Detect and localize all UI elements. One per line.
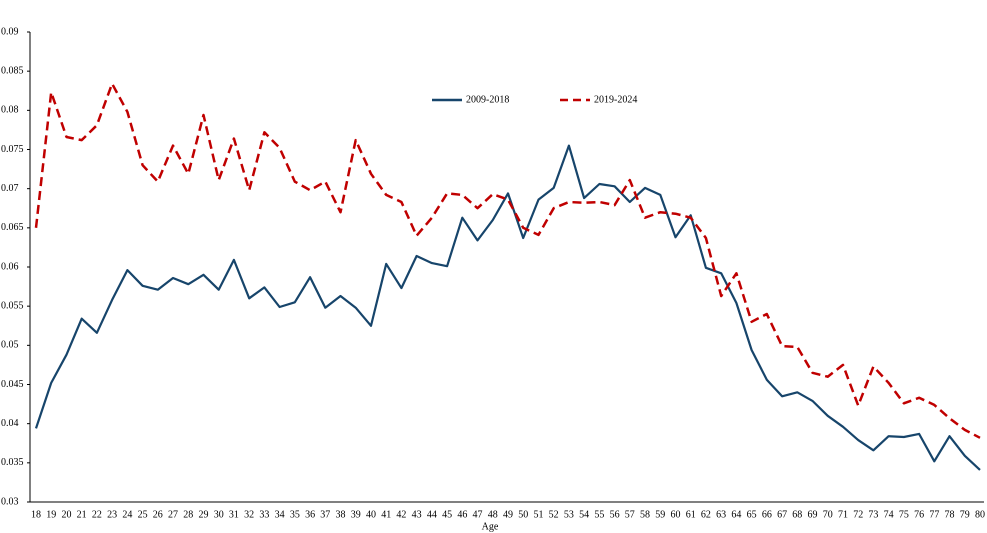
y-tick-label: 0.08 <box>1 105 19 116</box>
x-tick-label: 47 <box>473 509 483 520</box>
x-tick-label: 80 <box>975 509 985 520</box>
x-tick-label: 75 <box>899 509 909 520</box>
x-tick-label: 25 <box>138 509 148 520</box>
x-tick-label: 70 <box>823 509 833 520</box>
y-tick-label: 0.035 <box>1 457 24 468</box>
x-tick-label: 68 <box>792 509 802 520</box>
x-tick-label: 52 <box>549 509 559 520</box>
x-tick-label: 33 <box>259 509 269 520</box>
x-tick-label: 74 <box>884 509 894 520</box>
x-tick-label: 34 <box>275 509 285 520</box>
x-tick-label: 72 <box>853 509 863 520</box>
x-tick-label: 51 <box>533 509 543 520</box>
x-tick-label: 40 <box>366 509 376 520</box>
x-tick-label: 65 <box>747 509 757 520</box>
x-tick-label: 49 <box>503 509 513 520</box>
x-tick-label: 73 <box>868 509 878 520</box>
x-tick-label: 20 <box>61 509 71 520</box>
x-tick-label: 61 <box>686 509 696 520</box>
x-tick-label: 54 <box>579 509 589 520</box>
x-axis-label: Age <box>482 521 499 532</box>
x-tick-label: 79 <box>960 509 970 520</box>
x-tick-label: 22 <box>92 509 102 520</box>
x-tick-label: 59 <box>655 509 665 520</box>
y-tick-label: 0.09 <box>1 26 19 37</box>
y-tick-label: 0.05 <box>1 340 19 351</box>
y-tick-label: 0.06 <box>1 261 19 272</box>
x-tick-label: 24 <box>122 509 132 520</box>
x-tick-label: 50 <box>518 509 528 520</box>
x-tick-label: 55 <box>594 509 604 520</box>
legend-label: 2019-2024 <box>594 94 637 105</box>
series-line <box>34 144 981 471</box>
y-tick-label: 0.04 <box>1 418 19 429</box>
x-tick-label: 58 <box>640 509 650 520</box>
x-tick-label: 26 <box>153 509 163 520</box>
series-line <box>34 82 981 439</box>
y-tick-label: 0.055 <box>1 300 24 311</box>
y-tick-label: 0.03 <box>1 496 19 507</box>
x-tick-label: 30 <box>214 509 224 520</box>
y-tick-label: 0.045 <box>1 379 24 390</box>
x-tick-label: 41 <box>381 509 391 520</box>
y-tick-label: 0.065 <box>1 222 24 233</box>
x-tick-label: 44 <box>427 509 437 520</box>
x-tick-label: 31 <box>229 509 239 520</box>
x-tick-label: 45 <box>442 509 452 520</box>
x-tick-label: 56 <box>610 509 620 520</box>
x-tick-label: 37 <box>320 509 330 520</box>
x-tick-label: 78 <box>945 509 955 520</box>
x-tick-label: 67 <box>777 509 787 520</box>
y-tick-label: 0.07 <box>1 183 19 194</box>
x-tick-label: 27 <box>168 509 178 520</box>
x-tick-label: 71 <box>838 509 848 520</box>
y-tick-label: 0.075 <box>1 144 24 155</box>
x-tick-label: 35 <box>290 509 300 520</box>
x-tick-label: 28 <box>183 509 193 520</box>
legend-label: 2009-2018 <box>466 94 509 105</box>
x-tick-label: 76 <box>914 509 924 520</box>
x-tick-label: 63 <box>716 509 726 520</box>
x-tick-label: 18 <box>31 509 41 520</box>
x-tick-label: 48 <box>488 509 498 520</box>
x-tick-label: 36 <box>305 509 315 520</box>
x-tick-label: 23 <box>107 509 117 520</box>
x-tick-label: 29 <box>198 509 208 520</box>
x-tick-label: 77 <box>929 509 939 520</box>
x-tick-label: 69 <box>808 509 818 520</box>
x-tick-label: 32 <box>244 509 254 520</box>
x-tick-label: 53 <box>564 509 574 520</box>
x-tick-label: 64 <box>731 509 741 520</box>
x-tick-label: 39 <box>351 509 361 520</box>
x-tick-label: 57 <box>625 509 635 520</box>
x-tick-label: 38 <box>336 509 346 520</box>
y-tick-label: 0.085 <box>1 65 24 76</box>
x-tick-label: 46 <box>457 509 467 520</box>
x-tick-label: 43 <box>412 509 422 520</box>
x-tick-label: 42 <box>396 509 406 520</box>
x-tick-label: 66 <box>762 509 772 520</box>
x-tick-label: 62 <box>701 509 711 520</box>
x-tick-label: 21 <box>77 509 87 520</box>
x-tick-label: 60 <box>670 509 680 520</box>
x-tick-label: 19 <box>46 509 56 520</box>
